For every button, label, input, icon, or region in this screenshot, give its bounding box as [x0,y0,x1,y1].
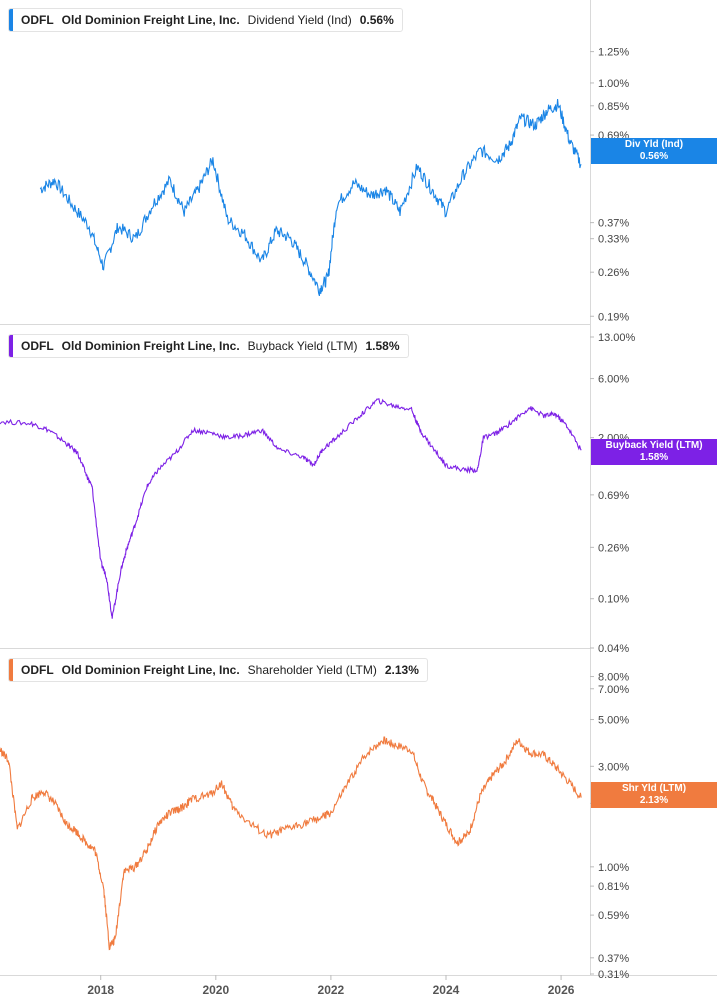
y-tick-label: 0.19% [598,311,629,323]
y-tick-label: 3.00% [598,761,629,773]
badge-value: 0.56% [639,151,669,162]
badge-label: Div Yld (Ind) [624,139,684,150]
y-tick-label: 0.10% [598,594,629,606]
y-tick-label: 0.26% [598,267,629,279]
y-tick-label: 0.69% [598,490,629,502]
legend-shareholder: ODFL Old Dominion Freight Line, Inc. Sha… [8,658,428,682]
badge-label: Shr Yld (LTM) [621,783,687,794]
y-tick-label: 0.31% [598,969,629,981]
y-tick-label: 0.81% [598,881,629,893]
legend-buyback: ODFL Old Dominion Freight Line, Inc. Buy… [8,334,409,358]
legend-color-swatch [9,9,13,31]
legend-color-swatch [9,659,13,681]
legend-metric: Shareholder Yield (LTM) [247,663,377,677]
legend-ticker: ODFL [21,13,54,27]
y-tick-label: 5.00% [598,715,629,727]
legend-ticker: ODFL [21,663,54,677]
legend-company: Old Dominion Freight Line, Inc. [61,663,240,677]
x-tick-label: 2018 [87,983,114,997]
y-tick-label: 0.26% [598,542,629,554]
y-tick-label: 1.00% [598,862,629,874]
y-tick-label: 0.04% [598,643,629,655]
y-tick-label: 0.59% [598,910,629,922]
legend-company: Old Dominion Freight Line, Inc. [61,13,240,27]
badge-value: 2.13% [639,795,669,806]
legend-metric: Buyback Yield (LTM) [247,339,358,353]
legend-dividend: ODFL Old Dominion Freight Line, Inc. Div… [8,8,403,32]
x-tick-label: 2022 [318,983,345,997]
y-tick-label: 7.00% [598,684,629,696]
y-tick-label: 0.37% [598,953,629,965]
legend-metric: Dividend Yield (Ind) [247,13,352,27]
current-value-badge-shareholder: Shr Yld (LTM) 2.13% [591,782,717,808]
current-value-badge-buyback: Buyback Yield (LTM) 1.58% [591,439,717,465]
x-tick-label: 2020 [202,983,229,997]
x-tick-label: 2026 [548,983,575,997]
legend-value: 0.56% [359,13,394,27]
series-line-0 [39,98,582,297]
y-tick-label: 0.33% [598,234,629,246]
y-tick-label: 8.00% [598,672,629,684]
y-tick-label: 0.85% [598,101,629,113]
y-tick-label: 6.00% [598,374,629,386]
y-tick-label: 13.00% [598,332,636,344]
current-value-badge-dividend: Div Yld (Ind) 0.56% [591,138,717,164]
series-line-2 [0,736,582,951]
y-tick-label: 0.37% [598,218,629,230]
badge-value: 1.58% [639,452,669,463]
legend-company: Old Dominion Freight Line, Inc. [61,339,240,353]
badge-label: Buyback Yield (LTM) [605,440,703,451]
legend-value: 2.13% [384,663,419,677]
legend-value: 1.58% [365,339,400,353]
x-tick-label: 2024 [433,983,460,997]
y-tick-label: 1.25% [598,47,629,59]
y-tick-label: 1.00% [598,78,629,90]
legend-ticker: ODFL [21,339,54,353]
legend-color-swatch [9,335,13,357]
series-line-1 [0,398,582,619]
